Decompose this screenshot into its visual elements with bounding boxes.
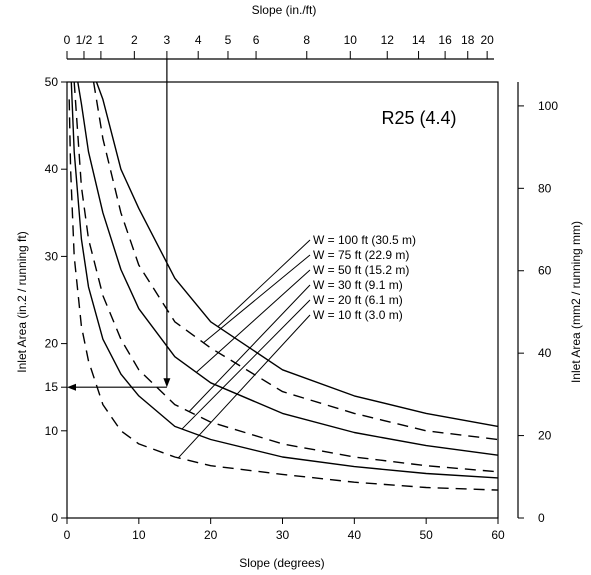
legend-leader-line bbox=[195, 269, 311, 373]
x-tick-label: 20 bbox=[204, 528, 218, 542]
legend-leader-line bbox=[177, 314, 311, 459]
x-tick-label: 10 bbox=[132, 528, 146, 542]
top-tick-label: 14 bbox=[412, 33, 426, 47]
legend-leader-line bbox=[188, 284, 311, 412]
y-left-tick-label: 30 bbox=[45, 249, 59, 263]
top-tick-label: 8 bbox=[303, 33, 310, 47]
x-tick-label: 40 bbox=[348, 528, 362, 542]
y-left-tick-label: 15 bbox=[45, 380, 59, 394]
top-tick-label: 12 bbox=[381, 33, 395, 47]
x-tick-label: 60 bbox=[491, 528, 505, 542]
x-tick-label: 30 bbox=[276, 528, 290, 542]
y-axis-label-right: Inlet Area (mm2 / running mm) bbox=[569, 221, 583, 383]
top-tick-label: 2 bbox=[131, 33, 138, 47]
top-tick-label: 5 bbox=[225, 33, 232, 47]
top-ticks: 0 1/2 1 2 3 4 5 6 8 10 12 14 16 18 20 bbox=[64, 33, 494, 59]
series-line-6 bbox=[68, 99, 499, 491]
y-left-tick-label: 0 bbox=[51, 511, 58, 525]
legend-entry: W = 100 ft (30.5 m) bbox=[313, 233, 416, 247]
series-line-3 bbox=[77, 81, 499, 456]
y-left-ticks: 0 10 15 20 30 40 50 bbox=[45, 75, 67, 525]
top-tick-label: 20 bbox=[480, 33, 494, 47]
top-tick-label: 6 bbox=[253, 33, 260, 47]
y-right-ticks: 0 20 40 60 80 100 bbox=[518, 99, 558, 525]
example-layer bbox=[67, 59, 171, 391]
legend-leader-line bbox=[181, 299, 311, 430]
y-left-tick-label: 40 bbox=[45, 162, 59, 176]
legend-entry: W = 50 ft (15.2 m) bbox=[313, 263, 409, 277]
chart-title: R25 (4.4) bbox=[381, 108, 456, 128]
top-axis-label: Slope (in./ft) bbox=[252, 3, 317, 17]
y-right-tick-label: 80 bbox=[538, 181, 552, 195]
top-tick-label: 4 bbox=[195, 33, 202, 47]
series-line-2 bbox=[92, 81, 499, 441]
series-line-5 bbox=[70, 81, 499, 479]
x-tick-label: 50 bbox=[419, 528, 433, 542]
y-left-tick-label: 50 bbox=[45, 75, 59, 89]
plot-frame bbox=[66, 81, 499, 519]
legend-layer: W = 100 ft (30.5 m)W = 75 ft (22.9 m)W =… bbox=[177, 233, 416, 459]
legend-leader-line bbox=[203, 254, 311, 344]
example-arrowhead-left bbox=[67, 383, 76, 391]
legend-entry: W = 10 ft (3.0 m) bbox=[313, 308, 403, 322]
y-right-tick-label: 0 bbox=[538, 511, 545, 525]
y-right-tick-label: 100 bbox=[538, 99, 558, 113]
top-tick-label: 18 bbox=[461, 33, 475, 47]
y-left-tick-label: 10 bbox=[45, 424, 59, 438]
y-left-tick-label: 20 bbox=[45, 337, 59, 351]
legend-entry: W = 75 ft (22.9 m) bbox=[313, 248, 409, 262]
series-line-1 bbox=[95, 81, 499, 428]
y-right-tick-label: 60 bbox=[538, 264, 552, 278]
top-tick-label: 0 bbox=[64, 33, 71, 47]
legend-entry: W = 20 ft (6.1 m) bbox=[313, 293, 403, 307]
top-tick-label: 3 bbox=[164, 33, 171, 47]
y-right-tick-label: 20 bbox=[538, 429, 552, 443]
top-tick-label: 1/2 bbox=[76, 33, 93, 47]
x-tick-label: 0 bbox=[64, 528, 71, 542]
top-tick-label: 1 bbox=[98, 33, 105, 47]
x-axis-label: Slope (degrees) bbox=[239, 556, 324, 570]
series-layer bbox=[68, 81, 499, 491]
top-tick-label: 10 bbox=[344, 33, 358, 47]
legend-entry: W = 30 ft (9.1 m) bbox=[313, 278, 403, 292]
top-tick-label: 16 bbox=[438, 33, 452, 47]
y-right-tick-label: 40 bbox=[538, 346, 552, 360]
y-axis-label-left: Inlet Area (in.2 / running ft) bbox=[15, 231, 29, 372]
example-arrowhead-down bbox=[163, 378, 171, 388]
legend-leader-line bbox=[217, 239, 311, 327]
series-line-4 bbox=[73, 81, 499, 473]
x-ticks: 0 10 20 30 40 50 60 bbox=[64, 518, 505, 542]
